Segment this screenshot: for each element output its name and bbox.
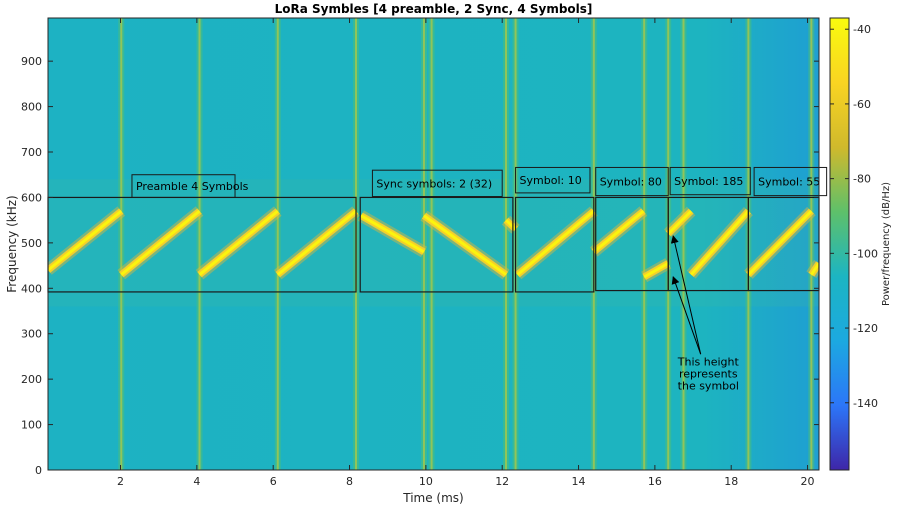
chirp-core-0 bbox=[48, 209, 123, 272]
symbol-10-label-box bbox=[515, 166, 591, 194]
preamble-label: Preamble 4 Symbols bbox=[136, 180, 249, 193]
chirp-core-12 bbox=[747, 210, 813, 276]
symbol-55-label-box bbox=[753, 166, 828, 197]
sync-label-box bbox=[371, 169, 503, 198]
y-tick-label-9: 900 bbox=[21, 55, 42, 68]
cb-tick-label-5: -140 bbox=[853, 397, 878, 410]
chirp-core-6 bbox=[504, 219, 517, 231]
plot-area: Preamble 4 Symbols Sync symbols: 2 (32) Sy… bbox=[47, 17, 828, 471]
x-tick-label-7: 16 bbox=[648, 475, 662, 488]
symbol-80-label: Symbol: 80 bbox=[600, 176, 662, 189]
chirp-core-1 bbox=[120, 209, 201, 276]
x-tick-label-2: 6 bbox=[270, 475, 277, 488]
x-tick-label-3: 8 bbox=[346, 475, 353, 488]
y-tick-label-5: 500 bbox=[21, 237, 42, 250]
y-tick-label-8: 800 bbox=[21, 101, 42, 114]
annotation-arrow-1 bbox=[671, 275, 702, 355]
chirp-core-7 bbox=[516, 209, 595, 276]
chirp-core-5 bbox=[423, 214, 507, 276]
x-tick-label-5: 12 bbox=[495, 475, 509, 488]
chirp-core-3 bbox=[276, 209, 357, 276]
y-tick-label-6: 600 bbox=[21, 191, 42, 204]
symbol-80-label-box bbox=[595, 166, 669, 197]
y-tick-label-0: 0 bbox=[35, 464, 42, 477]
preamble-label-box bbox=[131, 174, 236, 198]
x-axis-label: Time (ms) bbox=[402, 491, 464, 505]
y-tick-label-2: 200 bbox=[21, 373, 42, 386]
y-axis: 0 100 200 300 400 500 600 700 800 900 bbox=[21, 55, 819, 477]
y-tick-label-7: 700 bbox=[21, 146, 42, 159]
x-tick-label-4: 10 bbox=[419, 475, 433, 488]
symbol-55-label: Symbol: 55 bbox=[758, 176, 820, 189]
x-tick-label-6: 14 bbox=[572, 475, 586, 488]
sync-box bbox=[359, 196, 514, 293]
cb-tick-label-1: -60 bbox=[853, 98, 871, 111]
colorbar-gradient bbox=[829, 17, 850, 471]
burst-line-2 bbox=[276, 18, 279, 470]
annotation-arrow-0 bbox=[670, 235, 702, 355]
burst-line-1 bbox=[198, 18, 201, 470]
y-tick-label-1: 100 bbox=[21, 419, 42, 432]
colorbar-label: Power/frequency (dB/Hz) bbox=[881, 182, 892, 306]
chirp-core-13 bbox=[810, 262, 819, 276]
x-tick-label-0: 2 bbox=[117, 475, 124, 488]
x-tick-label-1: 4 bbox=[193, 475, 200, 488]
symbol-185-label-box bbox=[669, 166, 751, 196]
burst-line-0 bbox=[120, 18, 123, 470]
burst-line-9 bbox=[643, 18, 646, 470]
symbol-10-label: Symbol: 10 bbox=[520, 174, 582, 187]
burst-line-13 bbox=[810, 18, 813, 470]
burst-line-5 bbox=[430, 18, 433, 470]
x-tick-label-9: 20 bbox=[801, 475, 815, 488]
chirp-segments bbox=[48, 206, 819, 283]
y-axis-label: Frequency (kHz) bbox=[5, 195, 19, 292]
burst-line-11 bbox=[682, 18, 685, 470]
plot-frame bbox=[47, 17, 820, 471]
chirp-core-2 bbox=[198, 209, 279, 276]
y-tick-label-4: 400 bbox=[21, 282, 42, 295]
chirp-core-11 bbox=[690, 210, 750, 276]
annotation-line-1: represents bbox=[679, 368, 738, 381]
symbol-10-box bbox=[514, 196, 595, 293]
burst-line-4 bbox=[422, 18, 425, 470]
chirp-core-4 bbox=[360, 214, 425, 254]
annotation-line-0: This height bbox=[677, 356, 740, 369]
chirp-core-10 bbox=[667, 210, 693, 235]
cb-tick-label-0: -40 bbox=[853, 23, 871, 36]
chirp-core-8 bbox=[592, 209, 645, 254]
x-axis: 2 4 6 8 10 12 14 16 18 20 bbox=[117, 18, 815, 488]
sync-label: Sync symbols: 2 (32) bbox=[376, 177, 492, 190]
colorbar: -40 -60 -80 -100 -120 -140 bbox=[829, 17, 878, 471]
y-tick-label-3: 300 bbox=[21, 328, 42, 341]
burst-line-6 bbox=[505, 18, 508, 470]
chirp-core-9 bbox=[643, 262, 669, 279]
colorbar-ticks: -40 -60 -80 -100 -120 -140 bbox=[830, 23, 878, 410]
chart-title: LoRa Symbles [4 preamble, 2 Sync, 4 Symb… bbox=[275, 2, 593, 16]
annotation-labels: Preamble 4 Symbols Sync symbols: 2 (32) Sy… bbox=[131, 166, 828, 198]
cb-tick-label-3: -100 bbox=[853, 247, 878, 260]
x-tick-label-8: 18 bbox=[724, 475, 738, 488]
cb-tick-label-4: -120 bbox=[853, 322, 878, 335]
annotation-line-2: the symbol bbox=[678, 380, 739, 393]
symbol-185-label: Symbol: 185 bbox=[674, 175, 743, 188]
cb-tick-label-2: -80 bbox=[853, 173, 871, 186]
